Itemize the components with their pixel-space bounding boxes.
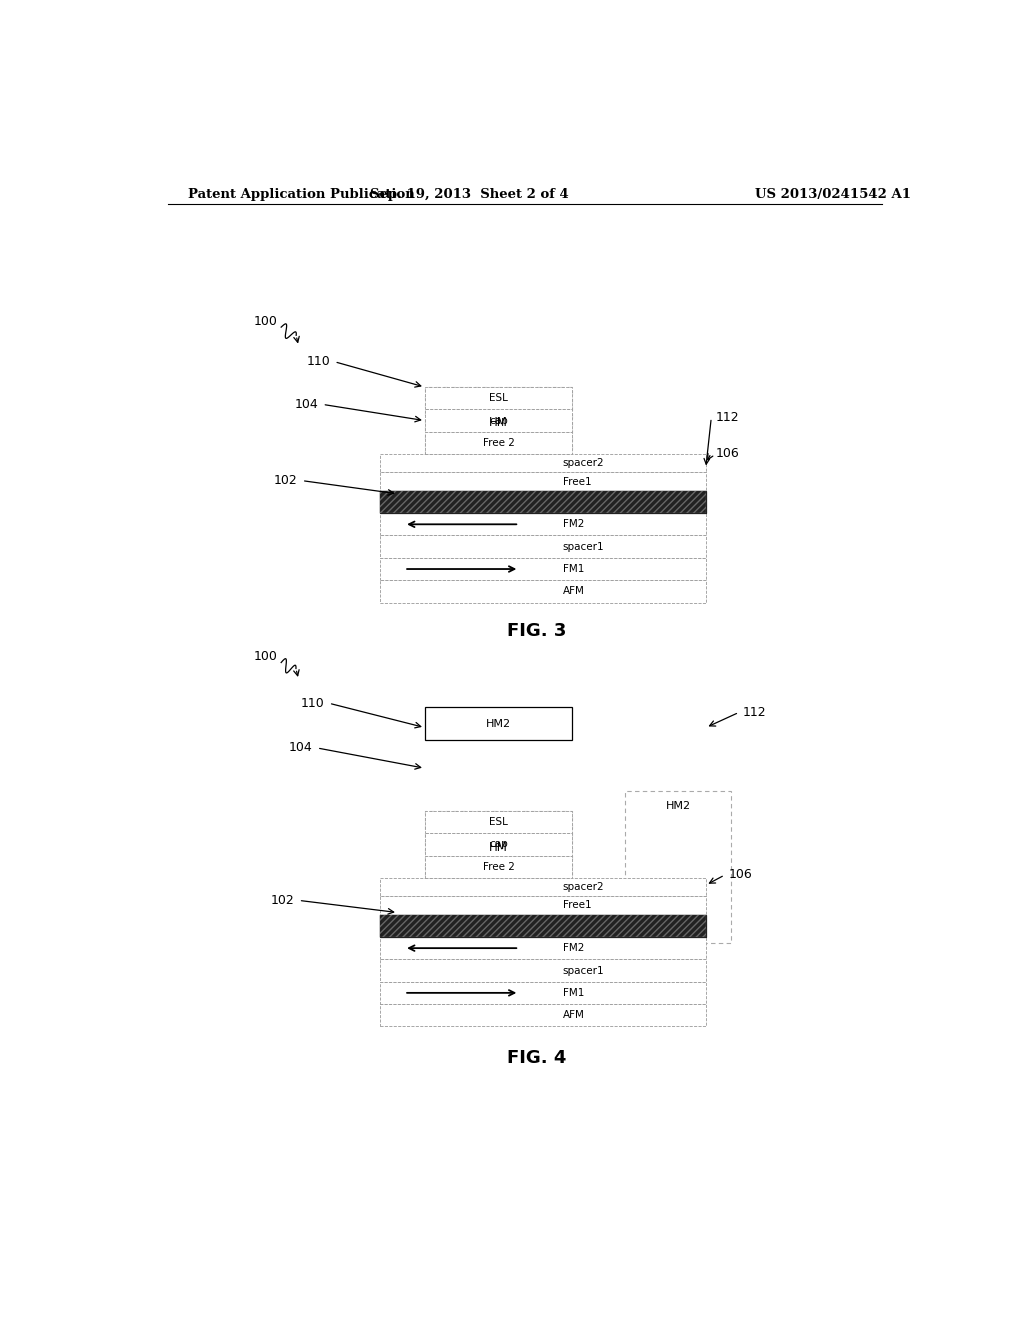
Text: spacer2: spacer2 xyxy=(562,882,604,892)
Bar xyxy=(380,491,706,513)
Text: FM1: FM1 xyxy=(562,987,584,998)
Bar xyxy=(380,1005,706,1027)
Text: HM2: HM2 xyxy=(486,718,511,729)
Bar xyxy=(380,960,706,982)
Bar xyxy=(625,791,731,942)
Bar xyxy=(380,896,706,915)
Bar xyxy=(425,387,572,488)
Bar xyxy=(380,473,706,491)
Text: spacer2: spacer2 xyxy=(562,458,604,469)
Text: Free1: Free1 xyxy=(562,477,591,487)
Text: ESL: ESL xyxy=(489,817,508,828)
Text: spacer1: spacer1 xyxy=(562,965,604,975)
Bar xyxy=(425,432,572,454)
Text: cap: cap xyxy=(489,840,508,850)
Bar xyxy=(380,937,706,960)
Text: spacer1: spacer1 xyxy=(562,541,604,552)
Text: US 2013/0241542 A1: US 2013/0241542 A1 xyxy=(755,189,911,202)
Bar xyxy=(380,454,706,473)
Text: 110: 110 xyxy=(301,697,325,710)
Text: HM: HM xyxy=(489,841,508,854)
Bar xyxy=(380,513,706,536)
Text: FM1: FM1 xyxy=(562,564,584,574)
Text: 112: 112 xyxy=(715,411,739,424)
Text: 104: 104 xyxy=(295,397,318,411)
Text: AFM: AFM xyxy=(562,1010,585,1020)
Text: 106: 106 xyxy=(715,446,739,459)
Bar xyxy=(380,915,706,937)
Text: 104: 104 xyxy=(289,742,313,755)
Bar xyxy=(425,409,572,432)
Bar xyxy=(380,915,706,937)
Text: AFM: AFM xyxy=(562,586,585,597)
Text: Sep. 19, 2013  Sheet 2 of 4: Sep. 19, 2013 Sheet 2 of 4 xyxy=(370,189,568,202)
Text: Free 2: Free 2 xyxy=(482,862,514,871)
Bar xyxy=(425,810,572,833)
Bar xyxy=(425,810,572,915)
Bar xyxy=(380,536,706,558)
Text: Free 2: Free 2 xyxy=(482,438,514,447)
Text: HM2: HM2 xyxy=(666,801,690,812)
Text: FM2: FM2 xyxy=(562,944,584,953)
Bar xyxy=(380,491,706,513)
Text: Patent Application Publication: Patent Application Publication xyxy=(187,189,415,202)
Text: 102: 102 xyxy=(271,894,295,907)
Text: 112: 112 xyxy=(743,706,767,719)
Text: FIG. 4: FIG. 4 xyxy=(507,1049,566,1067)
Text: FM2: FM2 xyxy=(562,519,584,529)
Bar xyxy=(380,878,706,896)
Bar xyxy=(425,708,572,739)
Bar xyxy=(425,833,572,855)
Text: 110: 110 xyxy=(306,355,331,368)
Text: ESL: ESL xyxy=(489,393,508,404)
Bar xyxy=(380,581,706,602)
Text: 106: 106 xyxy=(729,869,753,882)
Bar xyxy=(380,982,706,1005)
Text: Free1: Free1 xyxy=(562,900,591,911)
Text: FIG. 3: FIG. 3 xyxy=(507,622,566,640)
Bar xyxy=(425,387,572,409)
Text: HM: HM xyxy=(489,416,508,429)
Text: 100: 100 xyxy=(253,314,278,327)
Text: 102: 102 xyxy=(274,474,298,487)
Text: cap: cap xyxy=(489,416,508,425)
Text: 100: 100 xyxy=(253,649,278,663)
Bar xyxy=(425,855,572,878)
Bar xyxy=(380,558,706,581)
